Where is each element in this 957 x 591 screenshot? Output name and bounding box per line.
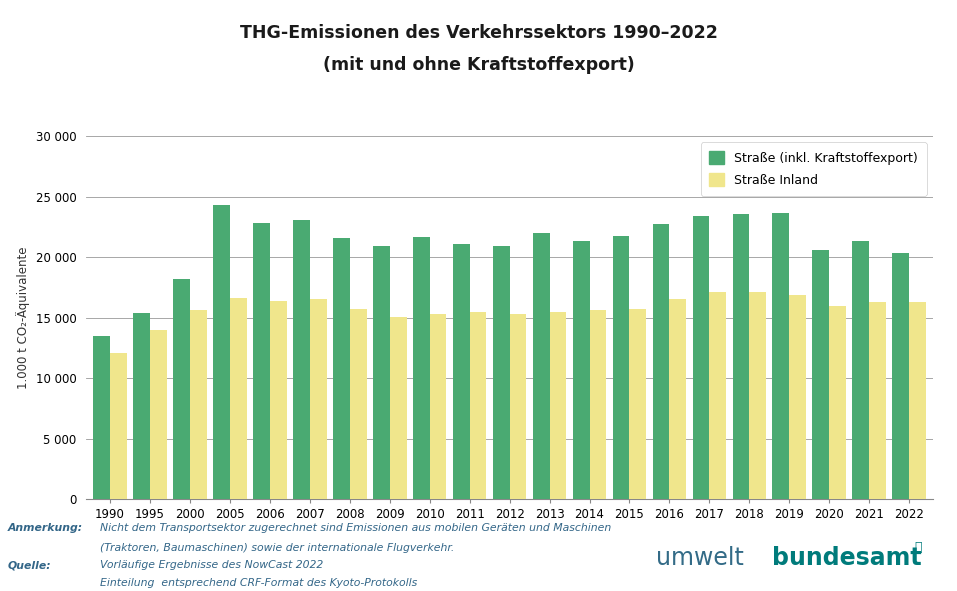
Bar [669, 299, 686, 499]
Text: (mit und ohne Kraftstoffexport): (mit und ohne Kraftstoffexport) [323, 56, 634, 74]
Text: THG-Emissionen des Verkehrssektors 1990–2022: THG-Emissionen des Verkehrssektors 1990–… [239, 24, 718, 41]
Legend: Straße (inkl. Kraftstoffexport), Straße Inland: Straße (inkl. Kraftstoffexport), Straße … [701, 142, 926, 196]
Text: Nicht dem Transportsektor zugerechnet sind Emissionen aus mobilen Geräten und Ma: Nicht dem Transportsektor zugerechnet si… [100, 523, 612, 533]
Bar [630, 309, 646, 499]
Bar [493, 246, 509, 499]
Bar [389, 317, 407, 499]
Text: umwelt: umwelt [656, 547, 744, 570]
Bar [533, 233, 549, 499]
Text: Anmerkung:: Anmerkung: [8, 523, 83, 533]
Text: Vorläufige Ergebnisse des NowCast 2022: Vorläufige Ergebnisse des NowCast 2022 [100, 560, 323, 570]
Bar [412, 237, 430, 499]
Y-axis label: 1.000 t CO₂-Äquivalente: 1.000 t CO₂-Äquivalente [16, 246, 30, 389]
Bar [709, 292, 726, 499]
Bar [213, 205, 230, 499]
Bar [549, 311, 567, 499]
Bar [270, 301, 287, 499]
Bar [333, 238, 350, 499]
Bar [909, 302, 925, 499]
Bar [509, 314, 526, 499]
Bar [133, 313, 150, 499]
Bar [453, 244, 470, 499]
Bar [94, 336, 110, 499]
Bar [829, 306, 846, 499]
Bar [230, 298, 247, 499]
Bar [310, 300, 326, 499]
Text: bundesamt: bundesamt [772, 547, 922, 570]
Bar [892, 253, 909, 499]
Text: Quelle:: Quelle: [8, 560, 52, 570]
Text: Ⓤ: Ⓤ [914, 541, 922, 554]
Bar [430, 314, 447, 499]
Bar [749, 292, 767, 499]
Bar [693, 216, 709, 499]
Bar [653, 225, 669, 499]
Bar [253, 223, 270, 499]
Bar [853, 241, 869, 499]
Bar [190, 310, 207, 499]
Bar [590, 310, 607, 499]
Bar [790, 295, 806, 499]
Text: (Traktoren, Baumaschinen) sowie der internationale Flugverkehr.: (Traktoren, Baumaschinen) sowie der inte… [100, 543, 455, 553]
Bar [612, 236, 630, 499]
Bar [110, 353, 127, 499]
Bar [470, 311, 486, 499]
Bar [350, 309, 367, 499]
Bar [150, 330, 167, 499]
Bar [373, 246, 389, 499]
Text: Einteilung  entsprechend CRF-Format des Kyoto-Protokolls: Einteilung entsprechend CRF-Format des K… [100, 578, 418, 588]
Bar [293, 220, 310, 499]
Bar [732, 214, 749, 499]
Bar [173, 279, 190, 499]
Bar [869, 302, 886, 499]
Bar [772, 213, 790, 499]
Bar [812, 251, 829, 499]
Bar [572, 241, 590, 499]
